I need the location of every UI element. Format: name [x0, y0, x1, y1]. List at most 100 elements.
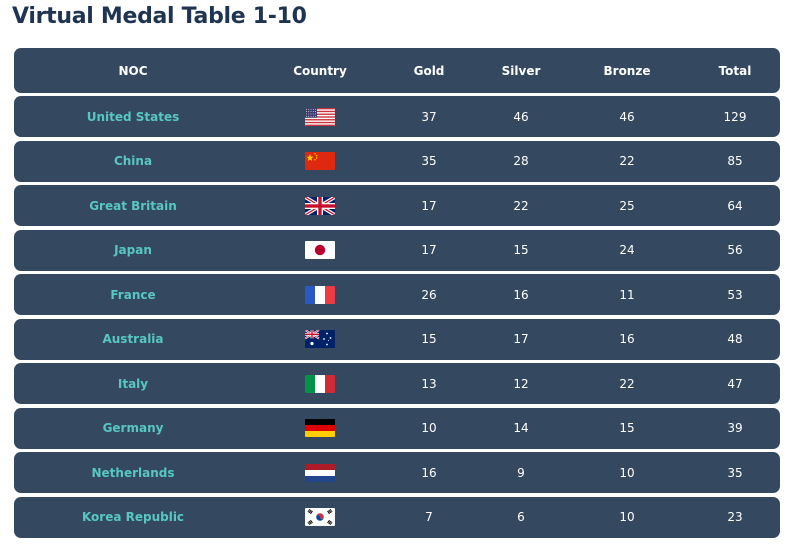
- gold-cell: 16: [384, 452, 474, 493]
- table-row: France 26 16 11 53: [14, 274, 780, 315]
- header-gold: Gold: [413, 63, 445, 78]
- table-row: United States 37 46 46 129: [14, 96, 780, 137]
- total-cell-value: 64: [727, 198, 743, 213]
- bronze-cell: 22: [582, 141, 672, 182]
- country-cell: [268, 497, 372, 538]
- gold-cell: 35: [384, 141, 474, 182]
- bronze-cell: 16: [582, 319, 672, 360]
- silver-cell-value: 6: [517, 510, 525, 524]
- noc-cell-value: Japan: [114, 243, 152, 257]
- total-cell-value: 129: [723, 109, 747, 124]
- total-cell: 64: [690, 185, 780, 226]
- bronze-cell-value: 11: [619, 287, 635, 302]
- table-row: Germany 10 14 15 39: [14, 407, 780, 449]
- noc-cell-value: Germany: [102, 421, 164, 435]
- total-cell-value: 48: [727, 332, 743, 346]
- italy-flag-icon: [305, 374, 335, 393]
- silver-cell: 14: [476, 408, 566, 449]
- silver-cell-value: 9: [517, 465, 525, 480]
- silver-cell: 22: [476, 185, 566, 226]
- header-total: Total: [718, 63, 752, 78]
- medal-table: NOC Country Gold Silver Bronze Total Uni…: [14, 48, 780, 538]
- noc-cell: Great Britain: [14, 185, 252, 226]
- korea-flag-icon: [305, 508, 335, 526]
- bronze-cell: 10: [582, 452, 672, 493]
- bronze-cell: 46: [582, 96, 672, 137]
- total-cell: 39: [690, 408, 780, 449]
- total-cell: 53: [690, 274, 780, 315]
- total-cell: 23: [690, 497, 780, 538]
- bronze-cell: 24: [582, 230, 672, 271]
- country-cell: [268, 274, 372, 315]
- bronze-cell-value: 46: [619, 109, 635, 124]
- noc-cell-value: China: [113, 154, 153, 168]
- gold-cell-value: 15: [421, 332, 437, 346]
- table-row: Japan 17 15 24 56: [14, 229, 780, 271]
- total-cell: 35: [690, 452, 780, 493]
- silver-cell: 15: [476, 230, 566, 271]
- header-country: Country: [293, 63, 347, 78]
- bronze-cell-value: 10: [619, 465, 635, 480]
- gold-cell-value: 35: [421, 154, 437, 168]
- country-cell: [268, 141, 372, 182]
- bronze-cell-value: 22: [619, 376, 635, 391]
- bronze-cell-value: 22: [619, 154, 635, 168]
- gold-cell-value: 26: [421, 287, 437, 302]
- bronze-cell: 15: [582, 408, 672, 449]
- noc-cell: Germany: [14, 408, 252, 449]
- bronze-cell-value: 24: [619, 243, 635, 257]
- uk-flag-icon: [305, 196, 335, 215]
- bronze-cell: 25: [582, 185, 672, 226]
- total-cell-value: 39: [727, 421, 743, 435]
- bronze-cell: 22: [582, 363, 672, 404]
- header-bronze: Bronze: [603, 63, 651, 78]
- total-cell: 85: [690, 141, 780, 182]
- noc-cell: France: [14, 274, 252, 315]
- gold-cell-value: 17: [421, 243, 437, 257]
- silver-cell-value: 28: [513, 154, 529, 168]
- noc-cell: Australia: [14, 319, 252, 360]
- header-noc: NOC: [118, 63, 148, 78]
- country-cell: [268, 230, 372, 271]
- gold-cell: 13: [384, 363, 474, 404]
- silver-cell: 9: [476, 452, 566, 493]
- silver-cell-value: 22: [513, 198, 529, 213]
- total-cell-value: 85: [727, 154, 743, 168]
- country-cell: [268, 408, 372, 449]
- noc-cell: Italy: [14, 363, 252, 404]
- silver-cell-value: 17: [513, 332, 529, 346]
- gold-cell: 15: [384, 319, 474, 360]
- gold-cell-value: 10: [421, 421, 437, 435]
- australia-flag-icon: [305, 330, 335, 348]
- noc-cell: Netherlands: [14, 452, 252, 493]
- gold-cell-value: 16: [421, 465, 437, 480]
- table-row: Great Britain 17 22 25 64: [14, 185, 780, 226]
- total-cell-value: 23: [727, 510, 743, 524]
- noc-cell: China: [14, 141, 252, 182]
- total-cell-value: 47: [727, 376, 743, 391]
- france-flag-icon: [305, 285, 335, 304]
- gold-cell-value: 37: [421, 109, 437, 124]
- noc-cell-value: Italy: [117, 376, 149, 391]
- silver-cell-value: 46: [513, 109, 529, 124]
- silver-cell: 6: [476, 497, 566, 538]
- bronze-cell-value: 25: [619, 198, 635, 213]
- silver-cell: 28: [476, 141, 566, 182]
- gold-cell: 37: [384, 96, 474, 137]
- total-cell: 56: [690, 230, 780, 271]
- silver-cell: 16: [476, 274, 566, 315]
- gold-cell-value: 13: [421, 376, 437, 391]
- total-cell-value: 53: [727, 287, 743, 302]
- country-cell: [268, 319, 372, 360]
- table-row: Australia 15 17 16 48: [14, 318, 780, 360]
- us-flag-icon: [305, 107, 335, 126]
- bronze-cell-value: 10: [619, 510, 635, 524]
- netherlands-flag-icon: [305, 463, 335, 482]
- total-cell: 48: [690, 319, 780, 360]
- table-row: Netherlands 16 9 10 35: [14, 452, 780, 493]
- page-title: Virtual Medal Table 1-10: [12, 4, 307, 29]
- gold-cell-value: 17: [421, 198, 437, 213]
- gold-cell: 7: [384, 497, 474, 538]
- country-cell: [268, 185, 372, 226]
- total-cell-value: 35: [727, 465, 743, 480]
